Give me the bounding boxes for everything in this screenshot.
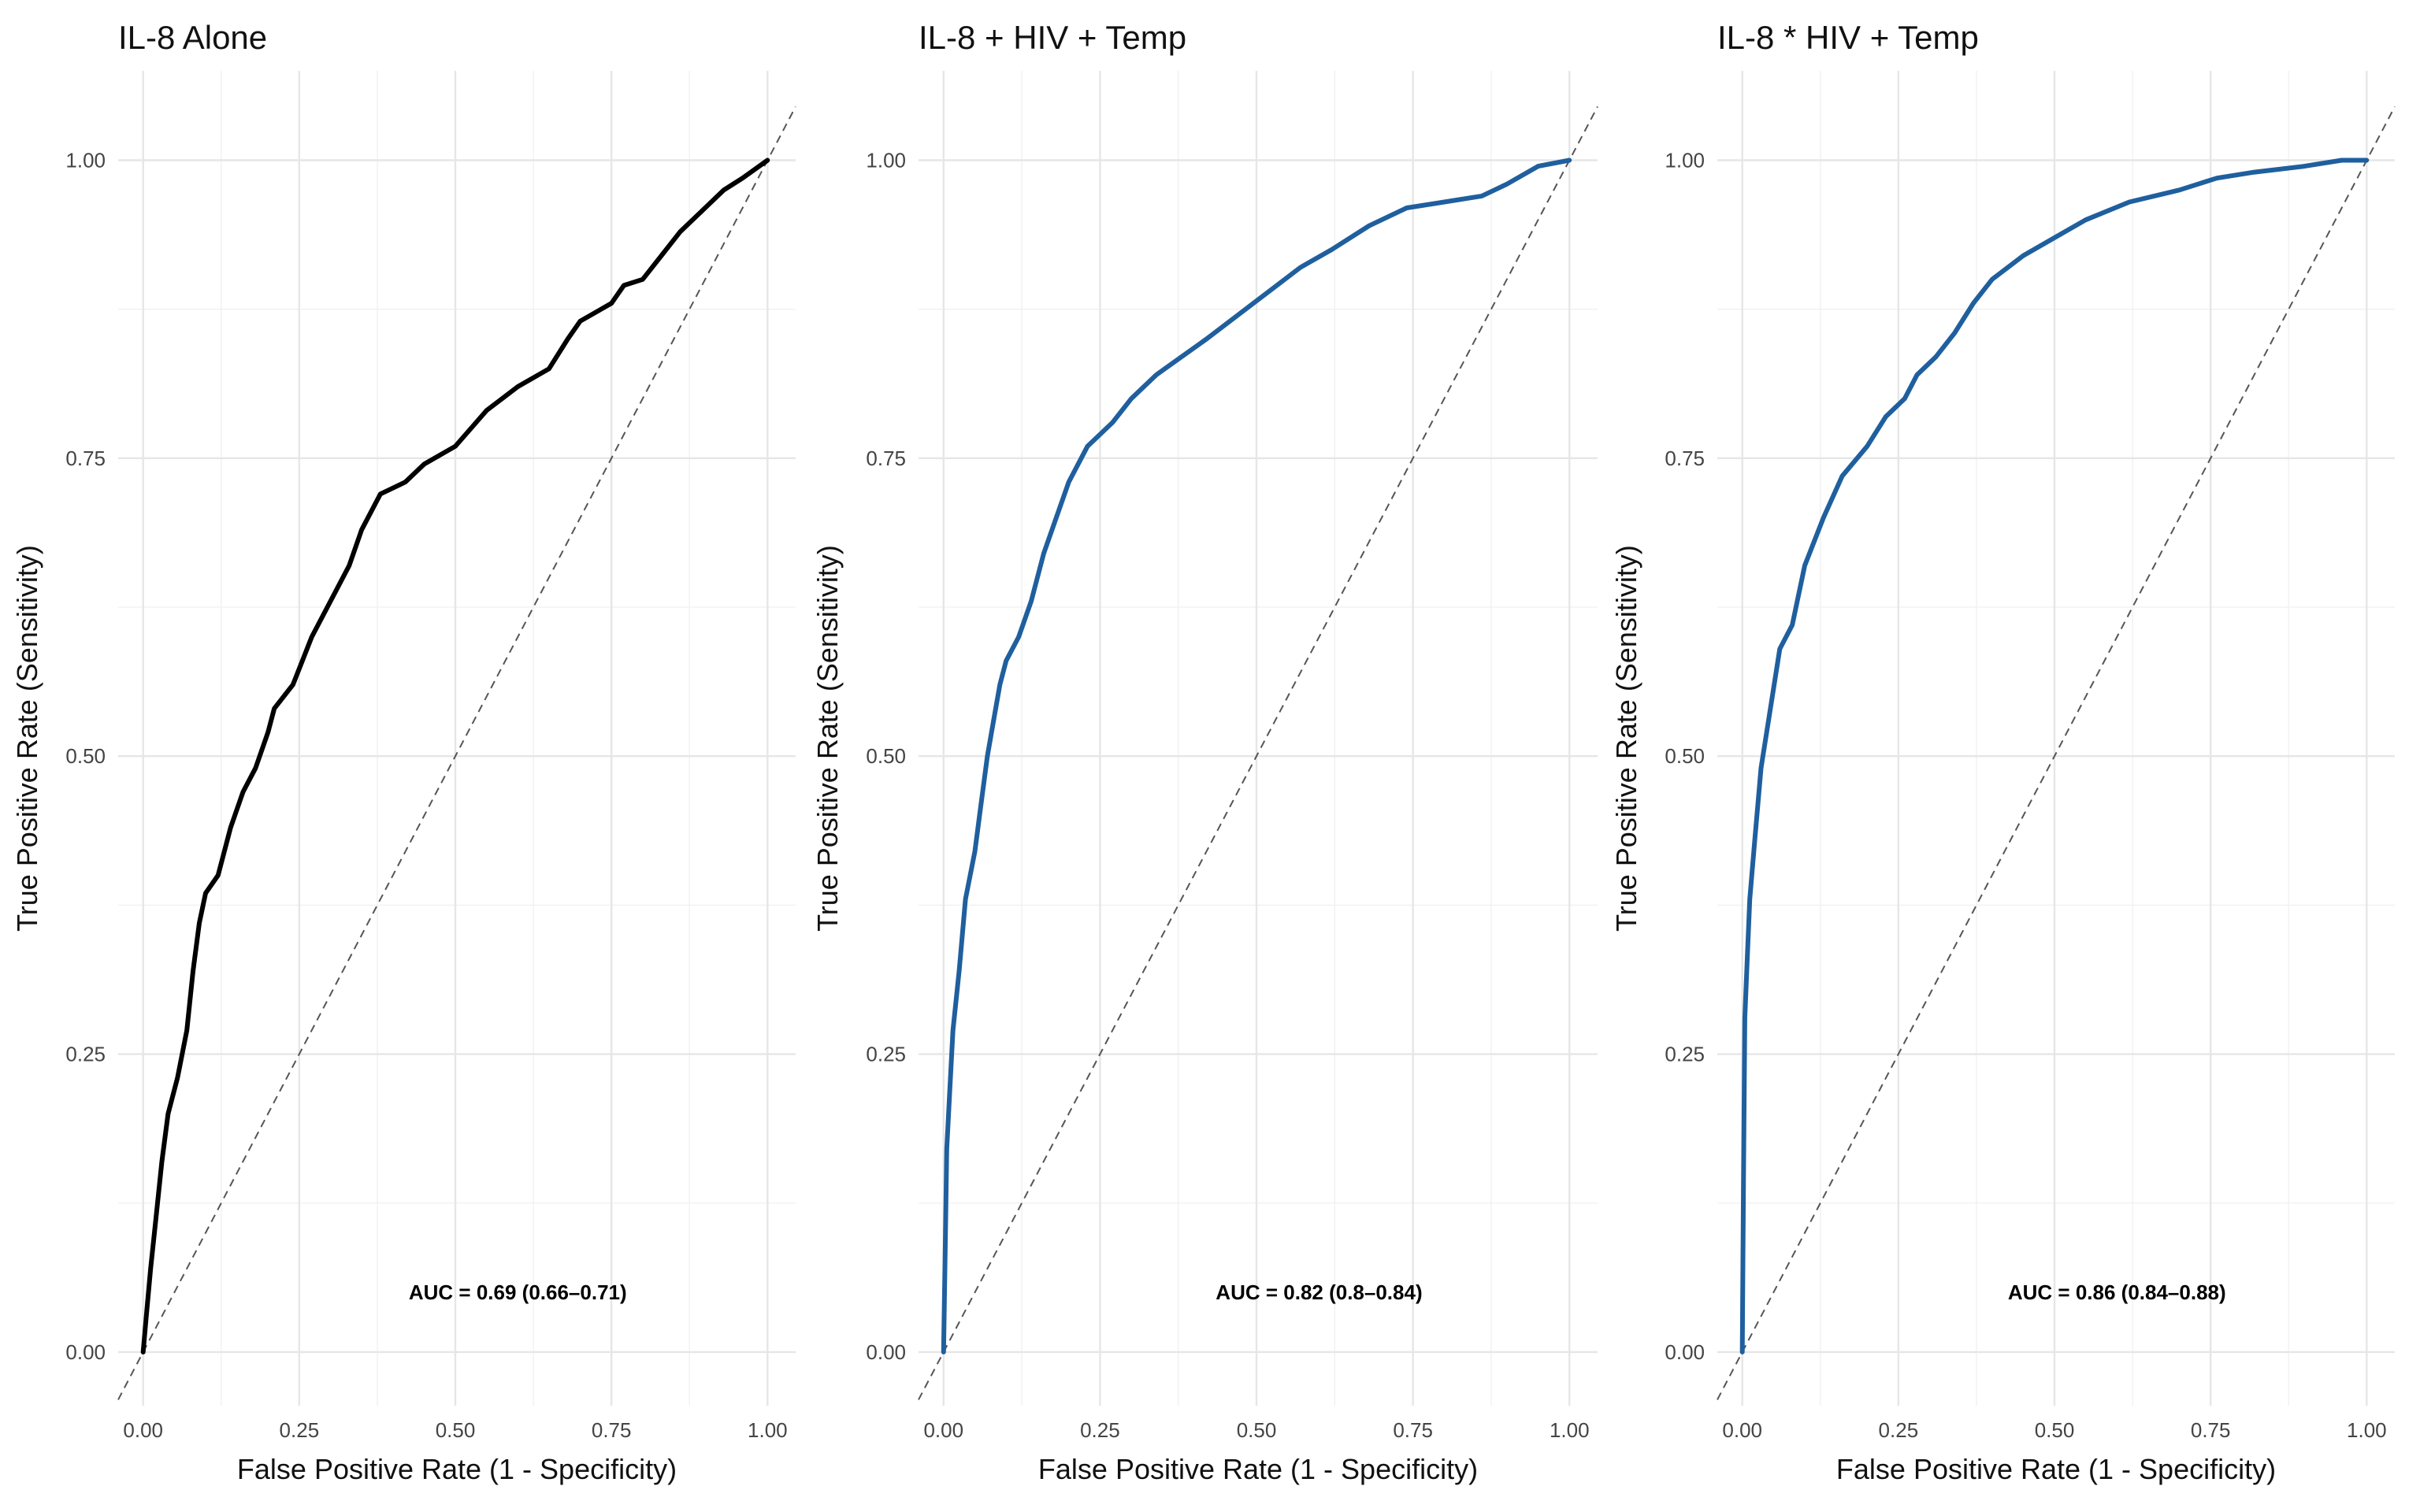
y-tick-label: 1.00: [866, 149, 906, 172]
auc-annotation: AUC = 0.69 (0.66–0.71): [409, 1280, 627, 1304]
y-tick-label: 0.00: [866, 1340, 906, 1364]
roc-panels: 0.00 0.25 0.50 0.75 1.00 0.00 0.25 0.50 0.75 1.00…: [11, 19, 2396, 1485]
x-tick-label: 0.75: [2191, 1418, 2231, 1442]
x-tick-label: 1.00: [2347, 1418, 2387, 1442]
y-tick-label: 1.00: [1665, 149, 1705, 172]
x-tick-label: 0.25: [280, 1418, 320, 1442]
x-tick-label: 0.50: [436, 1418, 476, 1442]
x-axis-label: False Positive Rate (1 - Specificity): [1038, 1453, 1478, 1485]
y-tick-label: 0.50: [866, 744, 906, 768]
x-tick-label: 0.25: [1080, 1418, 1120, 1442]
x-tick-label: 0.75: [1393, 1418, 1433, 1442]
y-tick-label: 1.00: [65, 149, 106, 172]
panel-title: IL-8 * HIV + Temp: [1717, 19, 1979, 56]
x-tick-label: 0.75: [592, 1418, 632, 1442]
y-tick-label: 0.50: [1665, 744, 1705, 768]
x-tick-label: 0.00: [123, 1418, 163, 1442]
auc-annotation: AUC = 0.86 (0.84–0.88): [2008, 1280, 2226, 1304]
y-tick-label: 0.25: [1665, 1043, 1705, 1066]
x-tick-label: 0.00: [1722, 1418, 1762, 1442]
x-axis-label: False Positive Rate (1 - Specificity): [237, 1453, 677, 1485]
x-tick-label: 1.00: [1550, 1418, 1590, 1442]
x-tick-label: 0.50: [2035, 1418, 2075, 1442]
y-tick-label: 0.00: [1665, 1340, 1705, 1364]
y-tick-label: 0.75: [1665, 447, 1705, 470]
roc-curve: [140, 158, 770, 1354]
y-tick-label: 0.75: [65, 447, 106, 470]
y-tick-label: 0.50: [65, 744, 106, 768]
reference-diagonal: [1717, 106, 2396, 1400]
x-tick-label: 1.00: [748, 1418, 788, 1442]
y-axis-label: True Positive Rate (Sensitivity): [811, 545, 844, 932]
y-axis-label: True Positive Rate (Sensitivity): [1610, 545, 1642, 932]
roc-panel-1: 0.00 0.25 0.50 0.75 1.00 0.00 0.25 0.50 0.75 1.00…: [11, 19, 796, 1485]
x-tick-label: 0.25: [1879, 1418, 1919, 1442]
y-tick-label: 0.00: [65, 1340, 106, 1364]
roc-curve: [1739, 158, 2370, 1354]
y-axis-label: True Positive Rate (Sensitivity): [11, 545, 43, 932]
reference-diagonal: [918, 106, 1598, 1400]
x-tick-label: 0.00: [923, 1418, 963, 1442]
y-tick-label: 0.25: [65, 1043, 106, 1066]
x-tick-label: 0.50: [1237, 1418, 1277, 1442]
panel-title: IL-8 + HIV + Temp: [919, 19, 1186, 56]
roc-panel-3: 0.00 0.25 0.50 0.75 1.00 0.00 0.25 0.50 0.75 1.00…: [1610, 19, 2396, 1485]
roc-panel-2: 0.00 0.25 0.50 0.75 1.00 0.00 0.25 0.50 0.75 1.00…: [811, 19, 1598, 1485]
panel-title: IL-8 Alone: [118, 19, 267, 56]
y-tick-label: 0.75: [866, 447, 906, 470]
reference-diagonal: [117, 106, 796, 1400]
roc-curve: [941, 158, 1572, 1354]
auc-annotation: AUC = 0.82 (0.8–0.84): [1216, 1280, 1422, 1304]
y-tick-label: 0.25: [866, 1043, 906, 1066]
x-axis-label: False Positive Rate (1 - Specificity): [1836, 1453, 2276, 1485]
